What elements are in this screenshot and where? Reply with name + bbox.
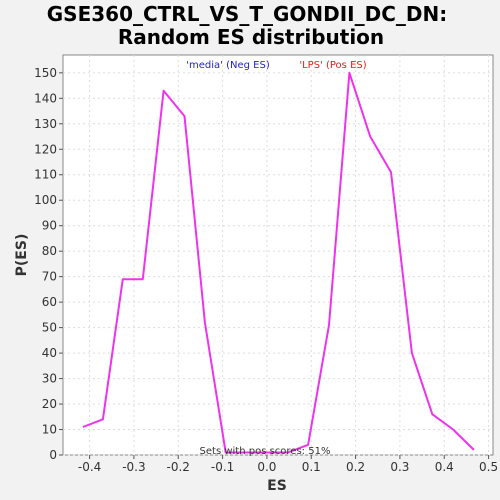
y-tick-label: 60 xyxy=(42,295,57,309)
grid-lines xyxy=(63,55,493,456)
x-axis-title: ES xyxy=(267,478,287,494)
y-tick-label: 80 xyxy=(42,244,57,258)
x-tick-label: 0.3 xyxy=(390,460,409,474)
x-tick-label: 0.4 xyxy=(435,460,454,474)
x-tick-label: 0.5 xyxy=(479,460,498,474)
y-tick-label: 20 xyxy=(42,397,57,411)
y-tick-label: 70 xyxy=(42,270,57,284)
legend-neg-es: 'media' (Neg ES) xyxy=(186,60,270,71)
es-distribution-line xyxy=(82,71,475,454)
x-tick-label: 0.1 xyxy=(302,460,321,474)
y-tick-label: 90 xyxy=(42,219,57,233)
x-tick-label: -0.3 xyxy=(122,460,145,474)
chart-title-line-2: Random ES distribution xyxy=(118,25,384,49)
y-tick-label: 0 xyxy=(49,448,57,462)
x-tick-label: 0.2 xyxy=(346,460,365,474)
x-tick-label: -0.2 xyxy=(167,460,190,474)
y-tick-label: 120 xyxy=(34,142,57,156)
legend-pos-es: 'LPS' (Pos ES) xyxy=(299,60,366,71)
y-tick-label: 130 xyxy=(34,117,57,131)
y-axis-title: P(ES) xyxy=(14,234,30,277)
pos-scores-annotation: Sets with pos scores: 51% xyxy=(200,446,331,457)
y-tick-label: 40 xyxy=(42,346,57,360)
y-tick-label: 50 xyxy=(42,321,57,335)
y-tick-label: 150 xyxy=(34,66,57,80)
y-tick-label: 30 xyxy=(42,372,57,386)
x-tick-label: -0.1 xyxy=(211,460,234,474)
axes: 0 10 20 30 40 50 60 70 80 90 100 110 120 130 140 150 -0.… xyxy=(34,66,498,474)
chart-title-line-1: GSE360_CTRL_VS_T_GONDII_DC_DN: xyxy=(47,2,447,26)
series-layer xyxy=(82,71,475,454)
x-tick-label: 0.0 xyxy=(257,460,276,474)
y-tick-label: 100 xyxy=(34,193,57,207)
y-tick-label: 140 xyxy=(34,91,57,105)
plot-area xyxy=(62,54,494,456)
y-tick-label: 110 xyxy=(34,168,57,182)
x-tick-label: -0.4 xyxy=(78,460,101,474)
y-tick-label: 10 xyxy=(42,423,57,437)
